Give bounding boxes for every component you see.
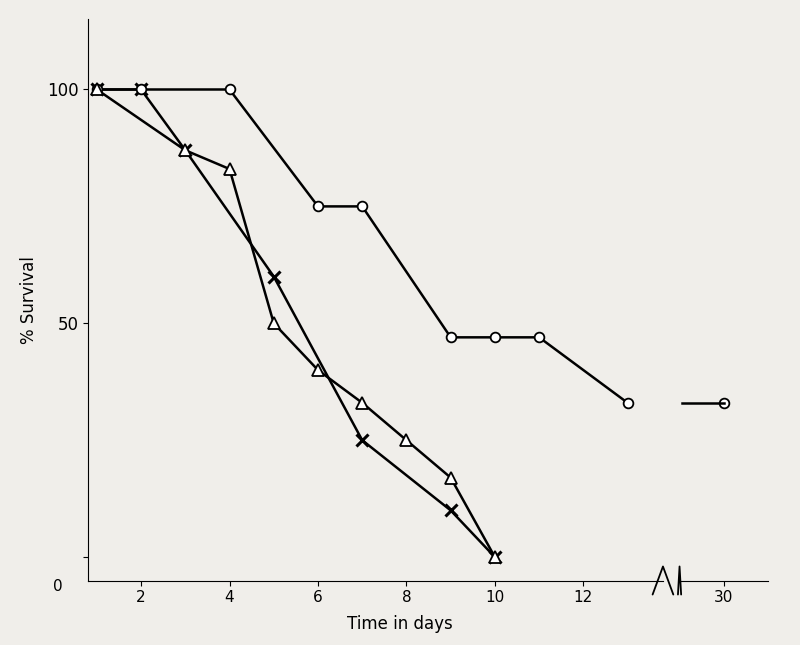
Y-axis label: % Survival: % Survival <box>20 256 38 344</box>
Text: 0: 0 <box>53 579 62 593</box>
Text: Time in days: Time in days <box>347 615 453 633</box>
